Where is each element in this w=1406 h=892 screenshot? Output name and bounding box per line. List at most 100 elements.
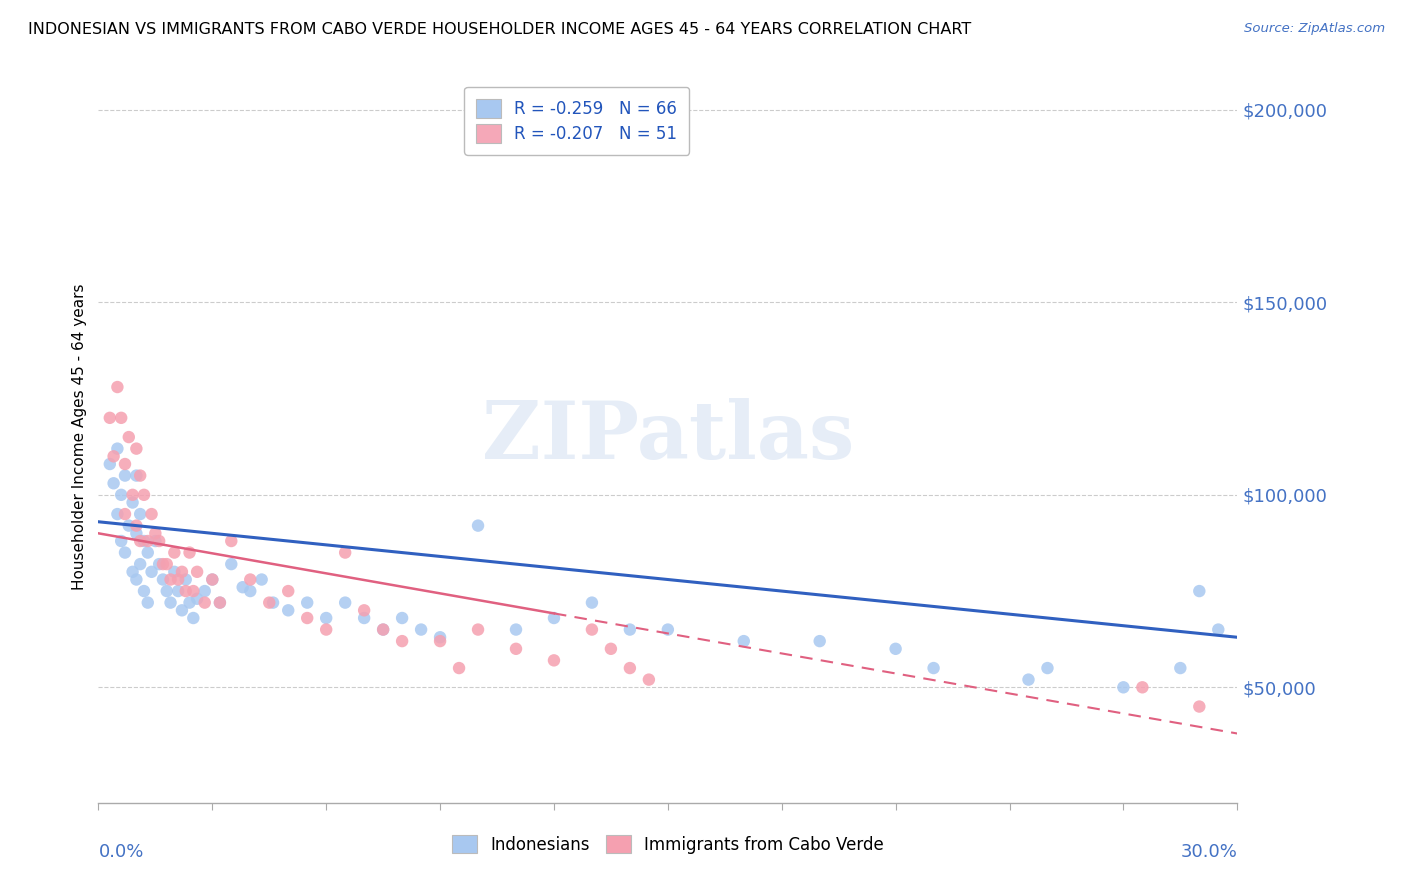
Point <box>141 507 163 521</box>
Text: 0.0%: 0.0% <box>98 843 143 861</box>
Point <box>170 603 193 617</box>
Point <box>1112 681 1135 695</box>
Point <box>132 534 155 549</box>
Point <box>107 442 129 456</box>
Point <box>107 507 129 521</box>
Point <box>110 534 132 549</box>
Point <box>232 580 254 594</box>
Point <box>371 623 394 637</box>
Point <box>808 634 831 648</box>
Point <box>371 623 394 637</box>
Point <box>129 468 152 483</box>
Point <box>121 488 143 502</box>
Point <box>657 623 679 637</box>
Point <box>201 573 224 587</box>
Point <box>1188 584 1211 599</box>
Point <box>118 430 141 444</box>
Point <box>250 573 273 587</box>
Point <box>505 641 527 656</box>
Point <box>103 450 125 464</box>
Point <box>125 526 148 541</box>
Point <box>174 584 197 599</box>
Point <box>107 380 129 394</box>
Text: INDONESIAN VS IMMIGRANTS FROM CABO VERDE HOUSEHOLDER INCOME AGES 45 - 64 YEARS C: INDONESIAN VS IMMIGRANTS FROM CABO VERDE… <box>28 22 972 37</box>
Point <box>297 611 319 625</box>
Point <box>156 557 179 571</box>
Point <box>183 611 205 625</box>
Point <box>118 518 141 533</box>
Point <box>186 591 208 606</box>
Point <box>1188 699 1211 714</box>
Point <box>141 565 163 579</box>
Point <box>315 623 337 637</box>
Text: ZIPatlas: ZIPatlas <box>482 398 853 476</box>
Point <box>114 468 136 483</box>
Point <box>447 661 470 675</box>
Point <box>429 634 451 648</box>
Point <box>145 526 167 541</box>
Point <box>429 630 451 644</box>
Point <box>114 545 136 559</box>
Point <box>125 573 148 587</box>
Point <box>543 653 565 667</box>
Point <box>543 611 565 625</box>
Point <box>129 507 152 521</box>
Point <box>194 596 217 610</box>
Point <box>121 495 143 509</box>
Point <box>170 565 193 579</box>
Point <box>110 488 132 502</box>
Point <box>114 457 136 471</box>
Point <box>922 661 945 675</box>
Legend: Indonesians, Immigrants from Cabo Verde: Indonesians, Immigrants from Cabo Verde <box>444 829 891 860</box>
Point <box>136 534 159 549</box>
Point <box>221 534 243 549</box>
Point <box>239 584 262 599</box>
Point <box>335 596 357 610</box>
Point <box>98 457 121 471</box>
Point <box>152 573 174 587</box>
Point <box>208 596 231 610</box>
Point <box>145 534 167 549</box>
Point <box>121 565 143 579</box>
Point <box>159 596 181 610</box>
Point <box>1132 681 1154 695</box>
Point <box>183 584 205 599</box>
Point <box>129 557 152 571</box>
Point <box>132 488 155 502</box>
Text: 30.0%: 30.0% <box>1181 843 1237 861</box>
Point <box>1208 623 1230 637</box>
Text: Source: ZipAtlas.com: Source: ZipAtlas.com <box>1244 22 1385 36</box>
Point <box>391 611 413 625</box>
Point <box>581 623 603 637</box>
Point <box>467 518 489 533</box>
Point <box>148 557 170 571</box>
Point <box>159 573 181 587</box>
Point <box>262 596 284 610</box>
Point <box>136 545 159 559</box>
Point <box>884 641 907 656</box>
Point <box>315 611 337 625</box>
Point <box>277 584 299 599</box>
Point <box>125 518 148 533</box>
Point <box>125 442 148 456</box>
Point <box>353 603 375 617</box>
Point <box>167 573 190 587</box>
Point <box>733 634 755 648</box>
Point <box>1036 661 1059 675</box>
Point <box>148 534 170 549</box>
Point <box>179 545 201 559</box>
Point <box>505 623 527 637</box>
Point <box>132 584 155 599</box>
Point <box>208 596 231 610</box>
Point <box>411 623 433 637</box>
Point <box>152 557 174 571</box>
Point <box>179 596 201 610</box>
Point <box>619 623 641 637</box>
Point <box>110 410 132 425</box>
Point <box>1018 673 1040 687</box>
Point <box>103 476 125 491</box>
Point <box>129 534 152 549</box>
Point <box>277 603 299 617</box>
Point <box>186 565 208 579</box>
Point <box>167 584 190 599</box>
